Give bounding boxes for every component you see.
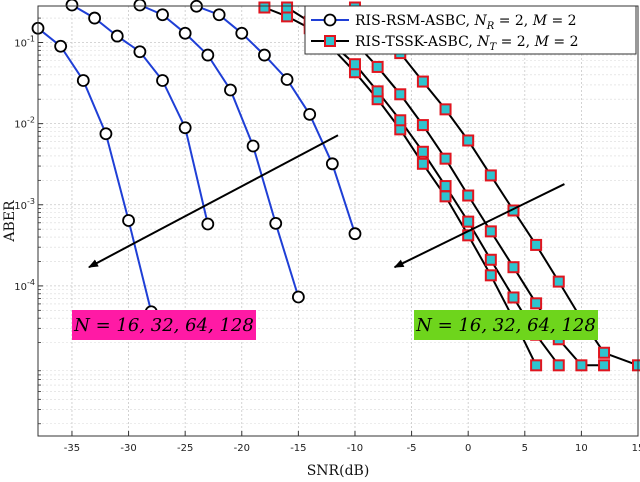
data-point-marker (65, 0, 79, 12)
data-point-marker (462, 215, 475, 228)
annotation-1: N = 16, 32, 64, 128 (72, 134, 339, 340)
data-point-marker (325, 157, 339, 171)
x-axis-label: SNR(dB) (307, 463, 370, 479)
y-tick-label: 10-1 (14, 35, 35, 50)
data-point-marker (246, 139, 260, 153)
data-point-marker (224, 83, 237, 97)
data-point-marker (212, 8, 226, 22)
y-tick-label: 10-4 (14, 278, 35, 293)
x-tick-label: 0 (465, 443, 471, 454)
data-point-marker (76, 74, 90, 87)
data-point-marker (303, 107, 317, 121)
annotation-box (414, 310, 598, 340)
data-point-marker (462, 134, 475, 147)
x-tick-label: -25 (177, 443, 193, 454)
data-point-marker (156, 74, 169, 87)
data-point-marker (439, 103, 452, 116)
data-point-marker (269, 216, 283, 230)
legend-marker-circle (323, 13, 337, 27)
annotation-2: N = 16, 32, 64, 128 (393, 183, 598, 340)
data-point-marker (291, 290, 305, 304)
data-point-marker (484, 269, 497, 282)
data-point-marker (484, 225, 497, 238)
annotation-label: N = 16, 32, 64, 128 (415, 315, 596, 336)
annotation-arrow (88, 134, 339, 269)
data-point-marker (110, 29, 124, 43)
data-point-marker (632, 359, 640, 372)
data-point-marker (235, 26, 249, 40)
data-point-marker (416, 75, 429, 88)
data-point-marker (88, 11, 102, 25)
data-point-marker (258, 48, 271, 62)
data-point-marker (439, 180, 452, 193)
data-point-marker (484, 169, 497, 182)
data-point-marker (371, 60, 384, 73)
data-point-marker (258, 1, 271, 14)
data-point-marker (552, 275, 565, 288)
y-tick-label: 10-3 (14, 197, 35, 212)
legend-box (304, 5, 637, 55)
data-point-marker (416, 119, 429, 132)
data-point-marker (122, 214, 135, 227)
data-point-marker (281, 1, 294, 14)
data-point-marker (507, 261, 520, 274)
annotation-box (72, 310, 256, 340)
data-point-marker (133, 45, 147, 59)
x-tick-label: 5 (522, 443, 528, 454)
data-point-marker (201, 217, 215, 231)
annotation-arrow (393, 183, 565, 269)
data-point-marker (416, 145, 429, 158)
data-point-marker (530, 359, 543, 372)
data-point-marker (439, 190, 452, 203)
data-point-marker (280, 73, 294, 86)
data-point-marker (484, 253, 497, 266)
x-tick-label: -20 (234, 443, 250, 454)
y-tick-label: 10-2 (14, 116, 35, 131)
x-tick-label: -30 (120, 443, 136, 454)
data-point-marker (371, 85, 384, 98)
data-point-marker (552, 359, 565, 372)
x-tick-label: -10 (347, 443, 363, 454)
data-point-marker (156, 8, 169, 22)
data-point-marker (348, 58, 361, 71)
x-tick-label: -35 (64, 443, 80, 454)
legend: RIS-RSM-ASBC, NR = 2, M = 2 RIS-TSSK-ASBC… (304, 5, 637, 55)
data-point-marker (394, 114, 407, 127)
data-point-marker (54, 39, 68, 53)
data-point-marker (178, 26, 192, 40)
legend-label: RIS-TSSK-ASBC, NT = 2, M = 2 (355, 34, 578, 53)
legend-label: RIS-RSM-ASBC, NR = 2, M = 2 (355, 13, 577, 32)
x-axis: -35 -30 -25 -20 -15 -10 -5 0 5 10 15 (64, 431, 640, 454)
data-point-marker (462, 189, 475, 202)
data-point-marker (348, 227, 362, 241)
data-point-marker (530, 238, 543, 251)
data-point-marker (99, 127, 113, 141)
y-axis-label: ABER (2, 200, 18, 243)
x-tick-label: 15 (632, 443, 640, 454)
data-point-marker (439, 152, 452, 165)
data-point-marker (416, 157, 429, 170)
x-tick-label: -15 (290, 443, 306, 454)
x-tick-label: 10 (575, 443, 588, 454)
data-point-marker (530, 297, 543, 310)
data-point-marker (133, 0, 147, 12)
data-point-marker (178, 121, 192, 135)
y-axis: 10-1 10-2 10-3 10-4 (14, 17, 43, 425)
annotation-label: N = 16, 32, 64, 128 (73, 315, 254, 336)
data-point-marker (575, 359, 588, 372)
data-point-marker (598, 359, 611, 372)
legend-marker-square (324, 35, 336, 47)
data-point-marker (507, 291, 520, 304)
data-point-marker (201, 48, 215, 62)
x-tick-label: -5 (407, 443, 417, 454)
data-point-marker (394, 88, 407, 101)
data-point-marker (598, 346, 611, 359)
